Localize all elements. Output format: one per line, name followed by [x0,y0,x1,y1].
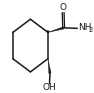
Text: NH: NH [78,23,92,32]
Text: OH: OH [43,83,56,92]
Text: O: O [60,3,67,12]
Polygon shape [48,27,64,32]
Polygon shape [48,59,51,74]
Text: 2: 2 [88,27,93,33]
